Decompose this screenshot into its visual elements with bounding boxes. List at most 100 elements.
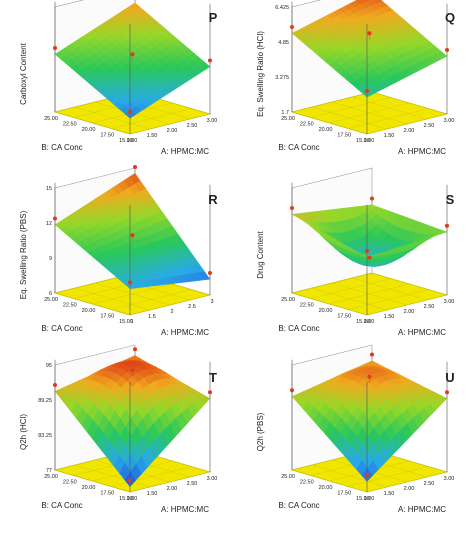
design-point [128,109,132,114]
panel-letter: R [208,192,218,207]
x-tick-label: 3.00 [207,118,218,124]
response-surface [291,204,448,267]
y-axis-label: B: CA Conc [41,324,82,333]
floor-grid-line [92,283,173,305]
z-axis-label: Eq. Swelling Ratio (PBS) [19,210,28,299]
y-tick-label: 25.00 [44,116,58,122]
y-tick-label: 15.00 [356,319,370,325]
design-point [290,388,294,393]
design-point [53,382,57,387]
panel-q: 1.7 3.275 4.85 6.425 1.00 1.50 2.00 2.50 3.00 15.… [256,0,455,156]
response-surface [291,0,448,98]
z-axis-label: Carboxyl Content [19,42,28,105]
x-axis-label: A: HPMC:MC [161,328,209,337]
x-tick-label: 2.50 [424,304,435,310]
response-surface [54,172,211,289]
y-tick-label: 20.00 [319,127,333,133]
design-point [208,58,212,63]
design-point [290,24,294,29]
design-point [130,233,135,238]
design-point [370,196,374,201]
y-tick-label: 22.50 [300,480,314,486]
z-tick-label: 95 [46,363,52,369]
design-point [445,47,449,52]
y-tick-label: 22.50 [63,122,77,128]
y-axis-label: B: CA Conc [278,143,319,152]
x-tick-label: 3.00 [207,476,218,482]
x-tick-label: 1.50 [384,314,395,320]
x-tick-label: 3.00 [444,476,455,482]
x-tick-label: 3.00 [444,299,455,305]
z-tick-label: 12 [46,221,52,227]
panel-u: 1.00 1.50 2.00 2.50 3.00 15.00 17.50 20.00 22.50… [256,344,455,514]
panel-s: 1.00 1.50 2.00 2.50 3.00 15.00 17.50 20.00 22.50… [256,167,455,337]
x-axis-label: A: HPMC:MC [398,328,446,337]
y-tick-label: 20.00 [82,485,96,491]
y-axis-label: B: CA Conc [41,501,82,510]
z-tick-label: 83.25 [38,433,52,439]
x-axis-label: A: HPMC:MC [398,147,446,156]
y-tick-label: 25.00 [44,297,58,303]
z-tick-label: 6.425 [275,5,289,11]
design-point [370,352,374,357]
y-tick-label: 15.00 [119,319,133,325]
y-tick-label: 15.00 [119,138,133,144]
x-tick-label: 2.50 [187,123,198,129]
design-point [208,270,212,275]
y-tick-label: 20.00 [82,127,96,133]
y-tick-label: 17.50 [100,314,114,320]
design-point [445,390,449,395]
design-point [365,473,369,478]
design-point [208,390,212,395]
x-tick-label: 2 [170,309,173,315]
y-tick-label: 15.00 [356,496,370,502]
design-point [367,255,372,260]
z-tick-label: 4.85 [278,40,289,46]
y-tick-label: 22.50 [63,303,77,309]
floor-grid-line [329,283,410,305]
design-point [290,205,294,210]
x-tick-label: 2.00 [404,128,415,134]
y-axis-label: B: CA Conc [278,501,319,510]
design-point [367,374,372,379]
response-surface [54,2,211,119]
panel-p: 1.00 1.50 2.00 2.50 3.00 15.00 17.50 20.00 22.50… [19,0,218,156]
y-tick-label: 17.50 [337,491,351,497]
z-tick-label: 15 [46,186,52,192]
panel-letter: U [445,370,454,385]
y-tick-label: 17.50 [100,133,114,139]
panel-letter: P [209,10,218,25]
z-tick-label: 9 [49,256,52,262]
y-tick-label: 25.00 [281,297,295,303]
y-tick-label: 25.00 [281,474,295,480]
z-axis-label: Q2h (PBS) [256,412,265,451]
x-tick-label: 2.00 [167,128,178,134]
design-point [365,248,369,253]
x-tick-label: 1.50 [147,133,158,139]
z-axis-label: Q2h (HCl) [19,414,28,450]
floor-grid-line [310,278,391,299]
x-tick-label: 2.50 [424,123,435,129]
floor-grid-line [310,97,391,118]
y-tick-label: 20.00 [319,308,333,314]
x-tick-label: 1 [130,319,133,325]
z-tick-label: 6 [49,291,52,297]
x-axis-label: A: HPMC:MC [161,147,209,156]
y-tick-label: 15.00 [119,496,133,502]
y-tick-label: 22.50 [300,303,314,309]
x-tick-label: 2.00 [404,309,415,315]
y-tick-label: 25.00 [281,116,295,122]
design-point [53,216,57,221]
x-tick-label: 2.00 [404,486,415,492]
panel-r: 6 9 12 15 1 1.5 2 2.5 3 15.00 17.50 20.00 22.50 25.00… [19,164,218,337]
design-point [128,478,132,483]
design-point [133,164,137,169]
design-point [133,347,137,352]
x-tick-label: 1.50 [384,491,395,497]
x-tick-label: 1.00 [364,496,375,502]
x-tick-label: 1.00 [127,138,138,144]
x-tick-label: 2.00 [167,486,178,492]
x-tick-label: 1.00 [364,138,375,144]
y-axis-label: B: CA Conc [278,324,319,333]
